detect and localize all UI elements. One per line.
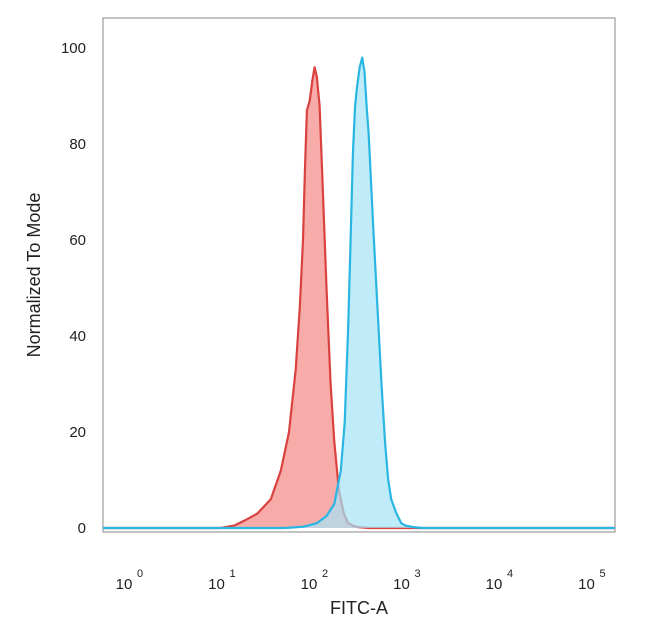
x-tick-label: 10 xyxy=(393,576,410,593)
series-2-line xyxy=(103,56,615,530)
x-tick-label: 10 xyxy=(486,576,503,593)
y-axis-ticks: 0 20 40 60 80 100 xyxy=(61,40,86,537)
x-tick-exponent: 2 xyxy=(322,568,328,580)
x-tick-label: 10 xyxy=(116,576,133,593)
y-tick-label: 0 xyxy=(78,520,86,537)
y-tick-label: 60 xyxy=(69,232,86,249)
x-tick-label: 10 xyxy=(301,576,318,593)
y-tick-label: 80 xyxy=(69,136,86,153)
x-tick-exponent: 1 xyxy=(229,568,235,580)
x-axis-ticks: 10 0 10 1 10 2 10 3 10 4 10 5 xyxy=(116,568,606,593)
y-axis-title: Normalized To Mode xyxy=(24,193,44,358)
x-axis-title: FITC-A xyxy=(330,598,388,618)
x-tick-label: 10 xyxy=(208,576,225,593)
x-tick-exponent: 4 xyxy=(507,568,513,580)
x-tick-exponent: 3 xyxy=(414,568,420,580)
plot-frame xyxy=(102,17,616,533)
y-tick-label: 100 xyxy=(61,40,86,57)
x-tick-exponent: 0 xyxy=(137,568,143,580)
x-tick-label: 10 xyxy=(578,576,595,593)
series-2-area xyxy=(103,57,615,528)
series-layer xyxy=(103,56,615,530)
y-tick-label: 40 xyxy=(69,328,86,345)
x-tick-exponent: 5 xyxy=(599,568,605,580)
y-tick-label: 20 xyxy=(69,424,86,441)
